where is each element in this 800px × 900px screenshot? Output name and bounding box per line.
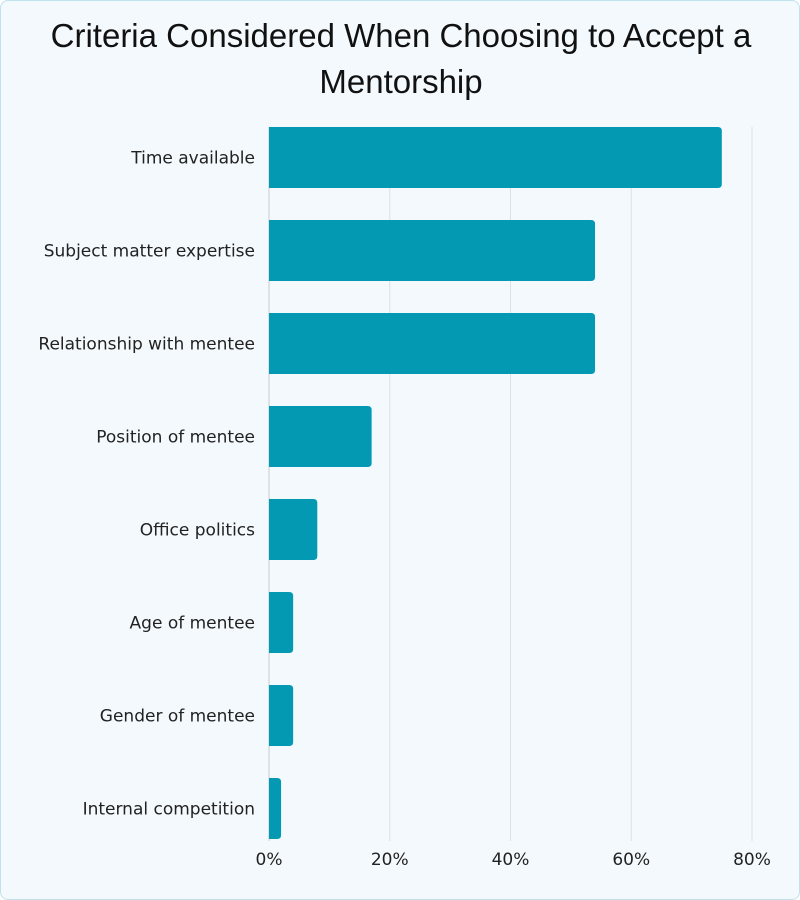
bar <box>269 127 722 188</box>
bar <box>269 778 282 839</box>
chart-title: Criteria Considered When Choosing to Acc… <box>50 17 752 100</box>
category-label: Gender of mentee <box>100 707 255 727</box>
x-tick-label: 60% <box>612 850 650 870</box>
category-label: Relationship with mentee <box>38 335 255 355</box>
category-label: Time available <box>130 149 255 169</box>
bar <box>269 592 294 653</box>
x-tick-label: 20% <box>371 850 409 870</box>
category-label: Subject matter expertise <box>44 242 255 262</box>
category-label: Internal competition <box>83 800 255 820</box>
bar <box>269 499 318 560</box>
bar <box>269 220 596 281</box>
bar <box>269 685 294 746</box>
x-tick-label: 40% <box>492 850 530 870</box>
category-label: Office politics <box>140 521 255 541</box>
x-tick-label: 80% <box>733 850 771 870</box>
category-label: Age of mentee <box>130 614 255 634</box>
bar <box>269 313 596 374</box>
x-tick-label: 0% <box>256 850 283 870</box>
bar <box>269 406 372 467</box>
category-label: Position of mentee <box>96 428 255 448</box>
